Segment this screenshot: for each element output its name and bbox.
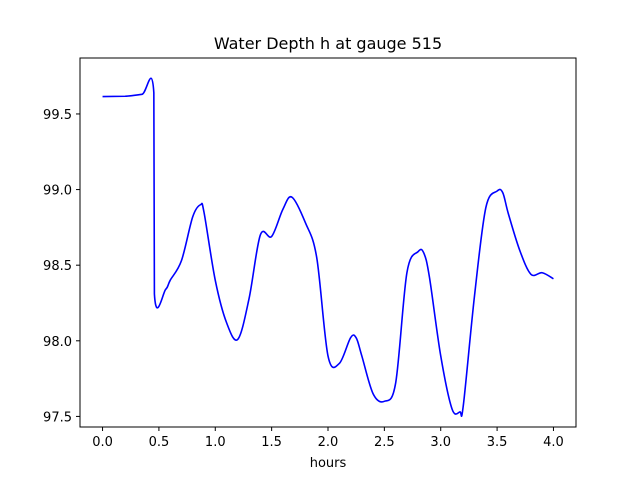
y-axis-ticks: 97.5 98.0 98.5 99.0 99.5: [43, 108, 80, 425]
plot-area: [102, 77, 554, 417]
y-tick-label: 98.0: [43, 335, 72, 350]
y-tick-label: 97.5: [43, 410, 72, 425]
x-tick-label: 1.5: [261, 435, 282, 450]
chart-title: Water Depth h at gauge 515: [214, 34, 442, 53]
x-tick-label: 2.5: [374, 435, 395, 450]
y-tick-label: 98.5: [43, 259, 72, 274]
y-tick-label: 99.5: [43, 108, 72, 123]
y-tick-label: 99.0: [43, 184, 72, 199]
x-tick-label: 4.0: [543, 435, 564, 450]
plot-frame: [79, 57, 577, 428]
x-tick-label: 0.0: [92, 435, 113, 450]
x-tick-label: 3.5: [487, 435, 508, 450]
series-line: [102, 77, 554, 417]
x-axis-ticks: 0.0 0.5 1.0 1.5 2.0 2.5 3.0 3.5 4.0: [92, 427, 564, 450]
x-axis-label: hours: [310, 456, 347, 471]
x-tick-label: 1.0: [205, 435, 226, 450]
x-tick-label: 0.5: [149, 435, 170, 450]
x-tick-label: 2.0: [318, 435, 339, 450]
x-tick-label: 3.0: [430, 435, 451, 450]
